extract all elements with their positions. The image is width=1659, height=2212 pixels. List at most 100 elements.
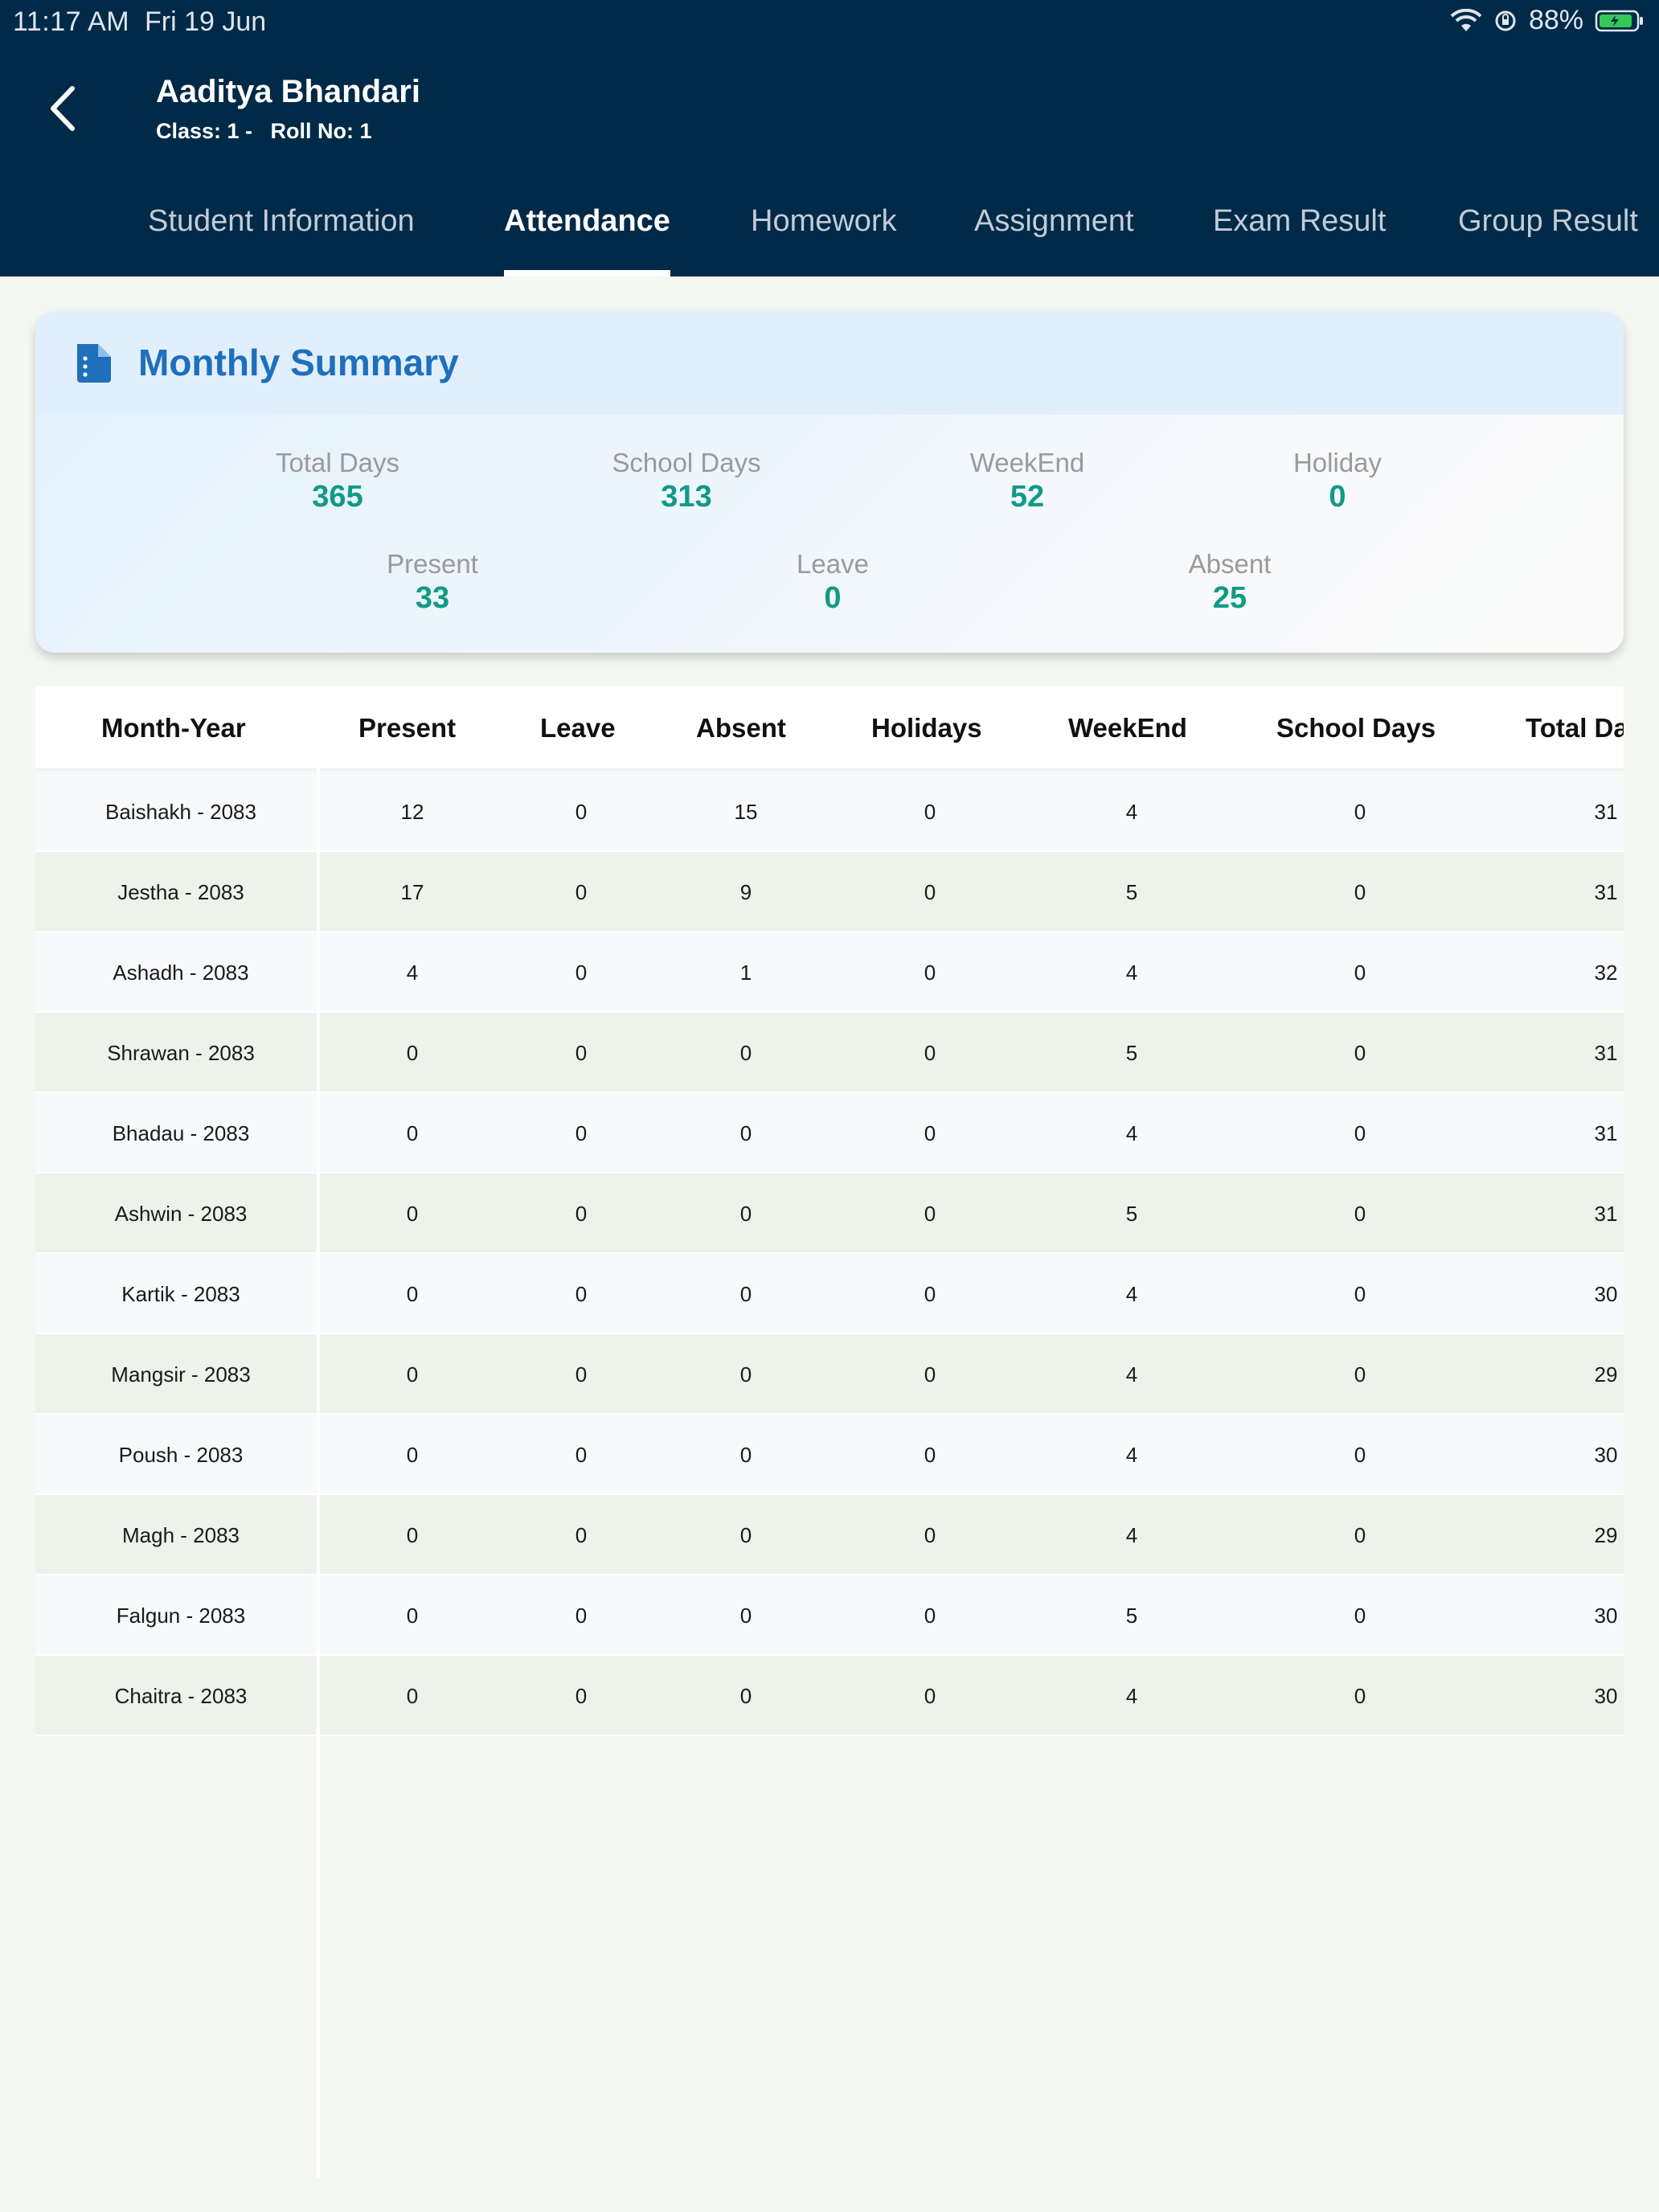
- stat-label: Leave: [797, 549, 869, 579]
- cell-leave: 0: [575, 1362, 588, 1387]
- cell-absent: 0: [739, 1523, 752, 1547]
- tab-label: Attendance: [504, 204, 670, 238]
- cell-month-year: Kartik - 2083: [121, 1282, 240, 1306]
- cell-present: 0: [406, 1604, 419, 1628]
- stat-value: 313: [661, 480, 712, 514]
- cell-weekend: 4: [1125, 1121, 1138, 1145]
- cell-total-days: 29: [1594, 1523, 1618, 1547]
- stat-weekend: WeekEnd 52: [899, 447, 1156, 514]
- attendance-table[interactable]: Month-Year Present Leave Absent Holidays…: [35, 686, 1624, 1759]
- cell-month-year: Falgun - 2083: [116, 1604, 246, 1628]
- status-time: 11:17 AM: [13, 6, 130, 37]
- column-header-weekend: WeekEnd: [1068, 713, 1187, 743]
- cell-absent: 0: [739, 1604, 752, 1628]
- stat-value: 0: [1329, 480, 1346, 514]
- cell-month-year: Ashwin - 2083: [114, 1202, 248, 1226]
- status-date: Fri 19 Jun: [145, 6, 267, 37]
- monthly-summary-card: Monthly Summary Total Days 365 School Da…: [35, 312, 1624, 653]
- cell-month-year: Baishakh - 2083: [105, 800, 256, 824]
- cell-present: 0: [406, 1041, 419, 1065]
- cell-holidays: 0: [924, 1041, 936, 1065]
- cell-present: 0: [406, 1443, 419, 1467]
- student-name: Aaditya Bhandari: [156, 74, 420, 109]
- cell-present: 0: [406, 1121, 419, 1145]
- cell-absent: 0: [739, 1041, 752, 1065]
- stat-label: WeekEnd: [969, 448, 1085, 477]
- tab-exam-result[interactable]: Exam Result: [1213, 196, 1386, 276]
- app-header: 11:17 AM Fri 19 Jun 88% Aaditya Bhandari…: [0, 0, 1659, 276]
- tab-group-result[interactable]: Group Result: [1458, 196, 1638, 276]
- cell-month-year: Shrawan - 2083: [107, 1041, 255, 1065]
- cell-month-year: Mangsir - 2083: [111, 1362, 251, 1387]
- stat-label: Present: [387, 549, 478, 579]
- table-row: Magh - 2083 0 0 0 0 4 0 29: [35, 1495, 1624, 1575]
- stat-total-days: Total Days 365: [209, 447, 466, 514]
- table-row: Chaitra - 2083 0 0 0 0 4 0 30: [35, 1656, 1624, 1736]
- cell-holidays: 0: [924, 880, 936, 904]
- stat-present: Present 33: [304, 548, 561, 616]
- cell-school-days: 0: [1354, 961, 1366, 985]
- cell-total-days: 31: [1594, 880, 1618, 904]
- cell-holidays: 0: [924, 1362, 936, 1387]
- column-divider: [317, 1759, 320, 2178]
- tab-attendance[interactable]: Attendance: [504, 196, 670, 276]
- cell-month-year: Ashadh - 2083: [113, 961, 249, 985]
- column-header-holidays: Holidays: [871, 713, 982, 743]
- cell-leave: 0: [575, 800, 588, 824]
- cell-absent: 15: [734, 800, 758, 824]
- cell-month-year: Jestha - 2083: [117, 880, 244, 904]
- chevron-left-icon: [51, 86, 75, 131]
- table-row: Ashadh - 2083 4 0 1 0 4 0 32: [35, 932, 1624, 1013]
- cell-weekend: 5: [1125, 1604, 1138, 1628]
- cell-leave: 0: [575, 961, 588, 985]
- stat-value: 25: [1212, 581, 1247, 615]
- cell-weekend: 4: [1125, 1523, 1138, 1547]
- tab-student-information[interactable]: Student Information: [148, 196, 415, 276]
- tab-bar: Student Information Attendance Homework …: [0, 196, 1659, 276]
- cell-present: 0: [406, 1362, 419, 1387]
- cell-holidays: 0: [924, 1604, 936, 1628]
- stat-value: 52: [1010, 480, 1045, 514]
- table-header: Month-Year Present Leave Absent Holidays…: [35, 686, 1624, 770]
- table-row: Mangsir - 2083 0 0 0 0 4 0 29: [35, 1334, 1624, 1415]
- tab-homework[interactable]: Homework: [751, 196, 897, 276]
- back-button[interactable]: [39, 77, 87, 140]
- cell-school-days: 0: [1354, 1523, 1366, 1547]
- cell-weekend: 4: [1125, 1362, 1138, 1387]
- cell-present: 0: [406, 1523, 419, 1547]
- column-header-month-year: Month-Year: [101, 713, 246, 743]
- stat-label: School Days: [612, 448, 761, 477]
- cell-total-days: 31: [1594, 1121, 1618, 1145]
- stat-value: 0: [824, 581, 842, 615]
- cell-weekend: 4: [1125, 961, 1138, 985]
- cell-total-days: 30: [1594, 1604, 1618, 1628]
- tab-assignment[interactable]: Assignment: [974, 196, 1134, 276]
- cell-school-days: 0: [1354, 880, 1366, 904]
- cell-school-days: 0: [1354, 1604, 1366, 1628]
- stat-absent: Absent 25: [1101, 548, 1358, 616]
- cell-absent: 0: [739, 1282, 752, 1306]
- stat-value: 33: [415, 581, 450, 615]
- stat-label: Total Days: [275, 448, 400, 477]
- cell-holidays: 0: [924, 1121, 936, 1145]
- cell-total-days: 29: [1594, 1362, 1618, 1387]
- cell-month-year: Bhadau - 2083: [112, 1121, 250, 1145]
- column-header-leave: Leave: [540, 713, 616, 743]
- cell-leave: 0: [575, 1282, 588, 1306]
- table-body: Baishakh - 2083 12 0 15 0 4 0 31 Jestha - 2083 17…: [35, 772, 1624, 1736]
- battery-icon: [1595, 10, 1643, 31]
- cell-total-days: 31: [1594, 800, 1618, 824]
- summary-title: Monthly Summary: [138, 342, 459, 383]
- cell-absent: 0: [739, 1121, 752, 1145]
- cell-present: 0: [406, 1282, 419, 1306]
- cell-total-days: 31: [1594, 1202, 1618, 1226]
- cell-holidays: 0: [924, 1202, 936, 1226]
- cell-month-year: Chaitra - 2083: [114, 1684, 248, 1708]
- column-header-school-days: School Days: [1276, 713, 1436, 743]
- tab-label: Student Information: [148, 204, 415, 238]
- table-row: Jestha - 2083 17 0 9 0 5 0 31: [35, 852, 1624, 932]
- cell-school-days: 0: [1354, 1041, 1366, 1065]
- cell-total-days: 30: [1594, 1684, 1618, 1708]
- table-row: Ashwin - 2083 0 0 0 0 5 0 31: [35, 1174, 1624, 1254]
- cell-present: 0: [406, 1684, 419, 1708]
